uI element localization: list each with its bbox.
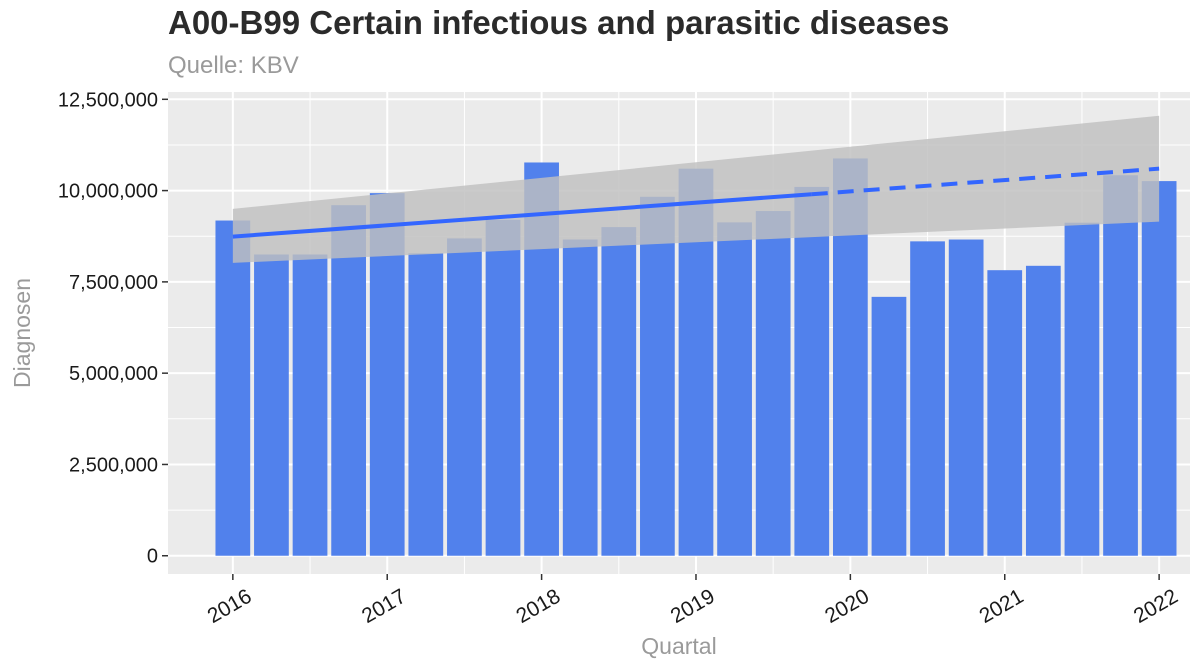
bar [755, 211, 791, 556]
bar [1025, 265, 1061, 556]
confidence-band [232, 115, 1160, 263]
y-tick-label: 0 [147, 546, 158, 568]
y-tick-label: 12,500,000 [58, 89, 158, 111]
x-tick-label: 2018 [512, 585, 564, 628]
chart-subtitle: Quelle: KBV [168, 52, 299, 79]
bar [910, 241, 945, 556]
bar [871, 296, 907, 556]
bar [485, 219, 521, 556]
bar [1141, 181, 1177, 556]
x-axis-label: Quartal [641, 633, 716, 659]
bar [408, 253, 444, 556]
bar [640, 196, 675, 556]
x-tick-label: 2021 [976, 585, 1028, 628]
y-tick-label: 10,000,000 [58, 181, 158, 203]
bar [794, 186, 830, 556]
trend-line-solid [232, 192, 812, 239]
trend-line-dashed [811, 166, 1160, 197]
bar [1064, 222, 1100, 556]
y-tick-label: 2,500,000 [69, 454, 158, 476]
x-axis: 2016 2017 2018 2019 2020 2021 2022 [204, 574, 1182, 628]
bar [331, 205, 366, 556]
bar [292, 254, 328, 556]
x-tick-label: 2016 [204, 585, 256, 628]
chart-title: A00-B99 Certain infectious and parasitic… [168, 4, 950, 41]
y-axis-label: Diagnosen [9, 278, 35, 388]
bar [987, 270, 1023, 556]
bar [447, 238, 482, 556]
y-tick-label: 5,000,000 [69, 363, 158, 385]
y-tick-label: 7,500,000 [69, 272, 158, 294]
bar [254, 254, 289, 556]
x-tick-label: 2020 [821, 585, 873, 628]
bar [215, 220, 251, 556]
bar [948, 239, 984, 556]
bar [717, 222, 752, 556]
bar [1103, 175, 1138, 556]
bar [562, 239, 598, 556]
trend-layer [232, 115, 1160, 263]
x-tick-label: 2017 [358, 585, 410, 628]
x-tick-label: 2019 [667, 585, 719, 628]
y-axis: 0 2,500,000 5,000,000 7,500,000 10,000,000 12… [58, 89, 168, 568]
bar [601, 227, 637, 556]
x-tick-label: 2022 [1130, 585, 1182, 628]
